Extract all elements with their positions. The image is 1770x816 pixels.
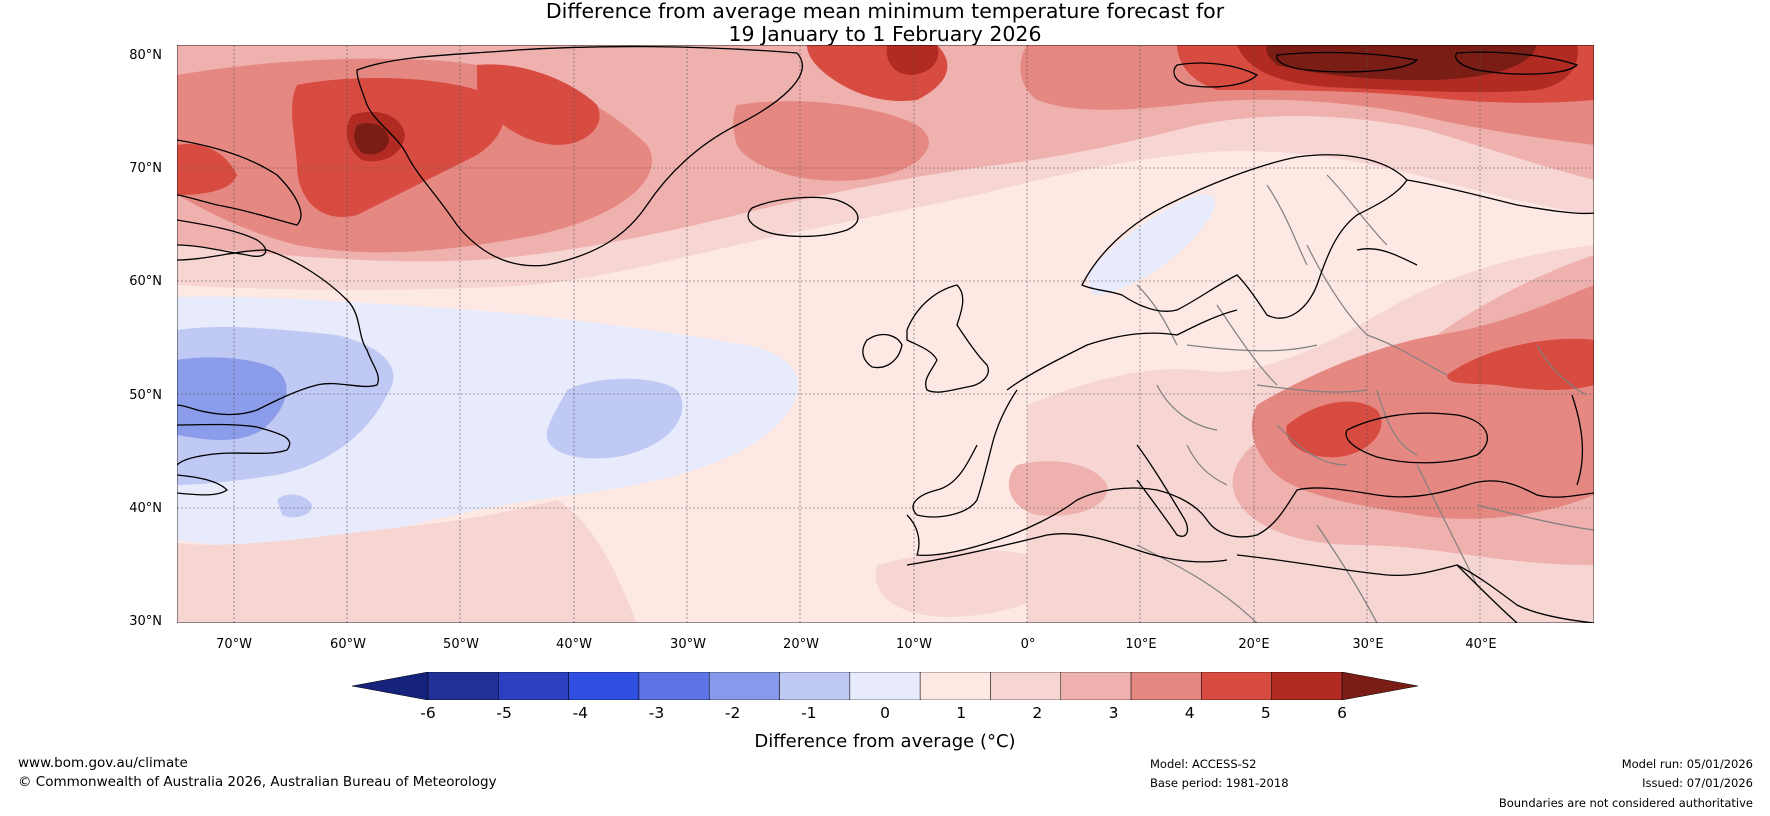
anomaly-warm-4-5-baffin [177,144,237,195]
colorbar-tick-label: 6 [1337,704,1347,722]
colorbar-title: Difference from average (°C) [754,731,1016,752]
colorbar-tick-label: 3 [1108,704,1119,722]
colorbar-tick-label: -3 [648,704,665,722]
map-title-line2: 19 January to 1 February 2026 [728,22,1042,46]
lon-label-40w: 40°W [556,637,592,652]
footer-copyright: © Commonwealth of Australia 2026, Austra… [18,774,497,790]
anomaly-warm-gt6-greenland [354,123,389,155]
anomaly-warm-4-5-caspian [1447,338,1594,390]
anomaly-cool-1-2-mid [546,378,683,459]
footer-model-run: Model run: 05/01/2026 [1621,757,1753,771]
anomaly-warm-4-5-black-sea [1286,401,1382,458]
colorbar-segment [708,672,780,700]
lon-label-30w: 30°W [670,637,706,652]
footer-model: Model: ACCESS-S2 [1150,757,1257,771]
lat-label-60n: 60°N [129,274,162,289]
colorbar-segment [1130,672,1202,700]
country-borders [1136,174,1594,623]
colorbar-segment [779,672,851,700]
footer-base-period: Base period: 1981-2018 [1150,776,1289,790]
colorbar-segment [990,672,1062,700]
anomaly-warm-3-4-balkans [1251,285,1594,519]
lon-label-50w: 50°W [443,637,479,652]
colorbar-segment [849,672,921,700]
colorbar-tick-label: 0 [880,704,890,722]
lat-label-50n: 50°N [129,388,162,403]
colorbar-tick-label: -6 [420,704,436,722]
anomaly-cool-norway [1087,194,1216,295]
lon-label-70w: 70°W [216,637,252,652]
colorbar-segment [427,672,499,700]
lat-label-40n: 40°N [129,501,162,516]
colorbar-tick-label: -5 [496,704,512,722]
colorbar-segment [919,672,991,700]
colorbar-tick-label: -4 [572,704,589,722]
colorbar-segment [1271,672,1343,700]
lat-label-30n: 30°N [129,614,162,629]
colorbar-segment [498,672,569,700]
map-title: Difference from average mean minimum tem… [0,0,1770,46]
lon-label-20e: 20°E [1238,637,1270,652]
coastlines [177,45,1594,623]
anomaly-cool-1-2-small [277,494,312,518]
colorbar-tick-label: 1 [956,704,967,722]
lon-label-60w: 60°W [330,637,366,652]
colorbar-over-arrow [1341,672,1418,700]
anomaly-warm-5-6-fram [886,45,939,75]
anomaly-warm-4-5-north-greenland [477,64,600,145]
lat-label-70n: 70°N [129,161,162,176]
colorbar-segment [568,672,640,700]
map-title-line1: Difference from average mean minimum tem… [545,0,1225,23]
colorbar-under-arrow [352,672,429,700]
anomaly-cool-2-3 [177,357,287,440]
footer-issued: Issued: 07/01/2026 [1642,776,1753,790]
lon-label-30e: 30°E [1352,637,1384,652]
lon-label-20w: 20°W [783,637,819,652]
colorbar-segment [1201,672,1272,700]
colorbar-tick-label: -1 [801,704,817,722]
colorbar-segment [1060,672,1132,700]
anomaly-warm-2-3-spain [1008,461,1108,516]
anomaly-warm-1-2-africa [875,550,1057,617]
colorbar-tick-label: 5 [1260,704,1271,722]
anomaly-warm-3-4-denmark-strait [733,101,929,181]
lon-label-10e: 10°E [1125,637,1157,652]
anomaly-warm-1-2-atlantic [177,500,637,623]
colorbar-tick-label: -2 [724,704,741,722]
footer-url[interactable]: www.bom.gov.au/climate [18,755,188,771]
lon-label-0: 0° [1020,637,1036,652]
colorbar-tick-label: 4 [1184,704,1195,722]
colorbar-segment [638,672,710,700]
colorbar-segments [427,672,1343,700]
colorbar-tick-label: 2 [1032,704,1043,722]
lon-label-10w: 10°W [896,637,932,652]
graticule [177,45,1594,623]
colorbar [352,672,1418,700]
temperature-anomaly-map [177,45,1594,623]
lon-label-40e: 40°E [1465,637,1497,652]
footer-disclaimer: Boundaries are not considered authoritat… [1498,796,1753,810]
lat-label-80n: 80°N [129,48,162,63]
